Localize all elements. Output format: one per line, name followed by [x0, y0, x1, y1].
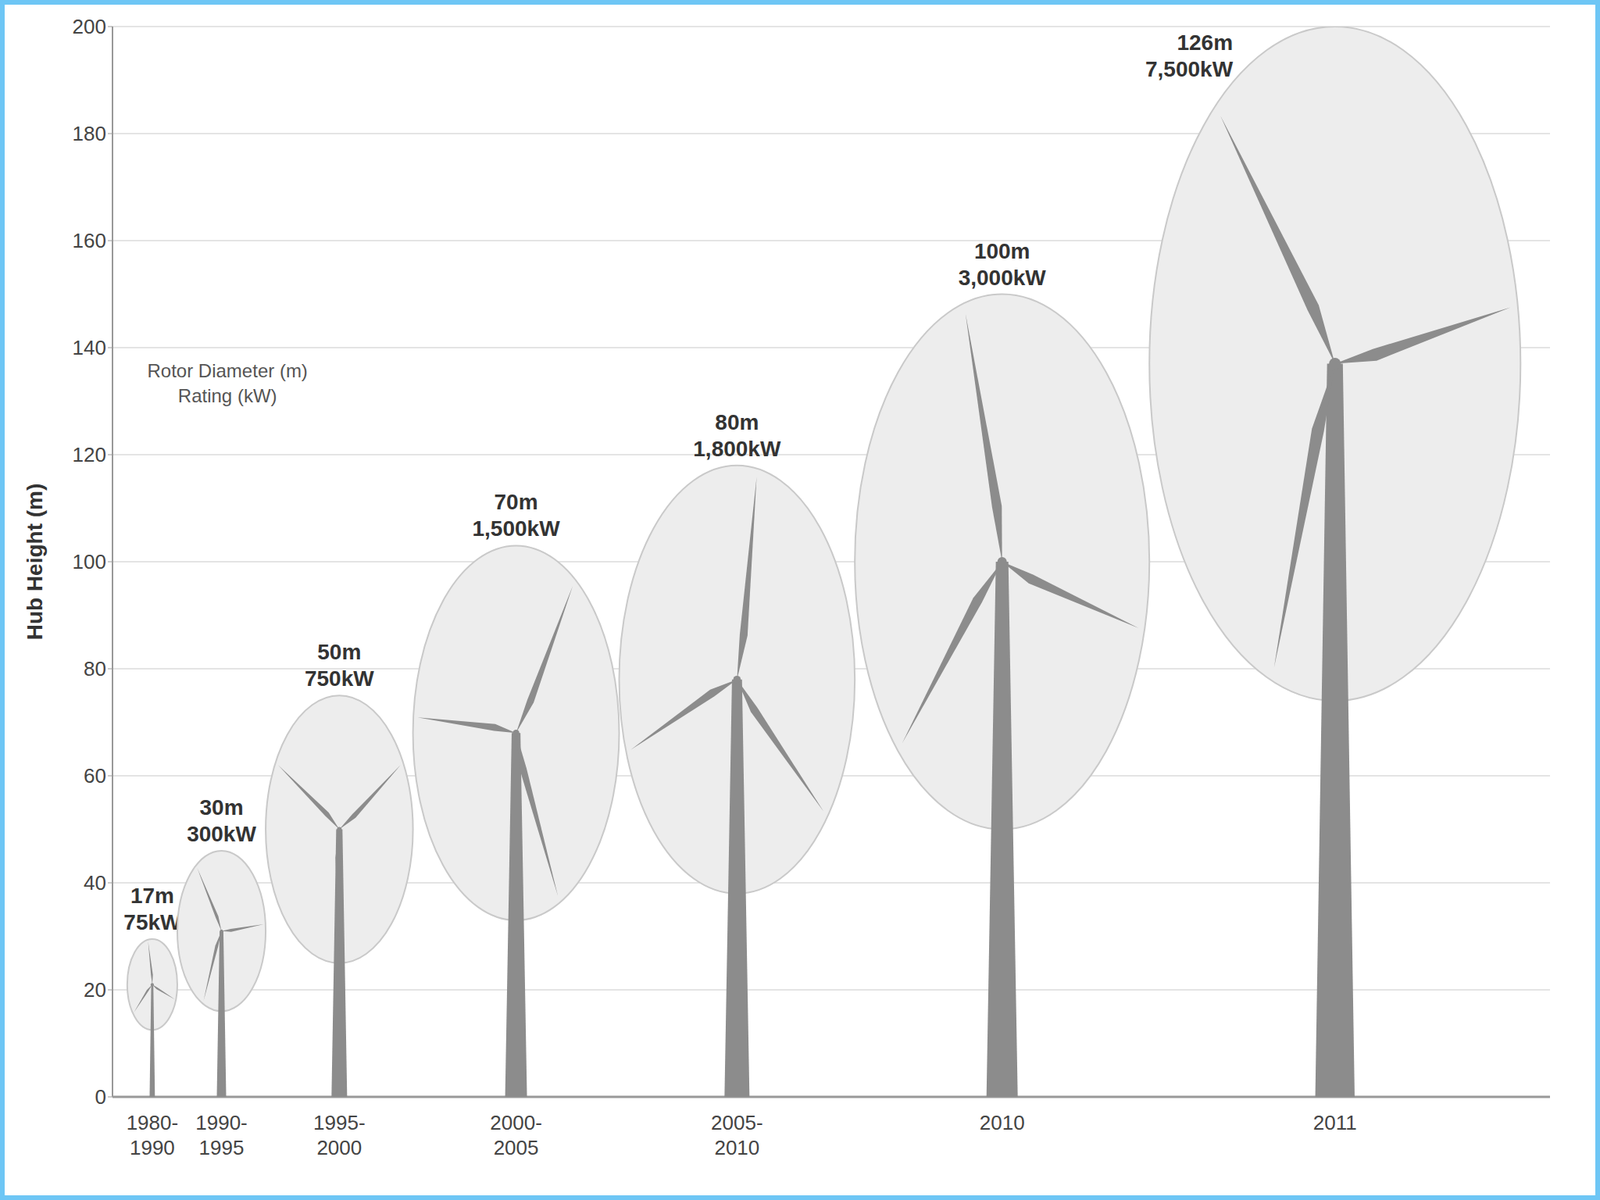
svg-text:40: 40 [83, 871, 107, 895]
svg-text:126m: 126m [1176, 30, 1233, 55]
svg-text:1995-2000: 1995-2000 [313, 1110, 366, 1160]
svg-text:17m: 17m [130, 883, 175, 908]
svg-text:1,500kW: 1,500kW [472, 516, 561, 541]
svg-text:7,500kW: 7,500kW [1145, 57, 1234, 82]
svg-text:1980-1990: 1980-1990 [126, 1110, 179, 1160]
svg-text:2005-2010: 2005-2010 [710, 1110, 764, 1160]
svg-text:100m: 100m [974, 239, 1031, 264]
html-text:Rotor Diameter (m): Rotor Diameter (m) [147, 359, 308, 382]
svg-text:750kW: 750kW [304, 666, 375, 691]
svg-text:75kW: 75kW [123, 910, 182, 935]
svg-text:120: 120 [72, 442, 107, 467]
svg-text:3,000kW: 3,000kW [958, 265, 1047, 290]
svg-text:80m: 80m [714, 410, 759, 435]
svg-text:2010: 2010 [979, 1110, 1025, 1135]
svg-text:100: 100 [72, 550, 107, 574]
svg-text:2011: 2011 [1313, 1110, 1358, 1135]
svg-text:80: 80 [83, 657, 107, 681]
svg-text:140: 140 [72, 335, 107, 360]
svg-text:1,800kW: 1,800kW [692, 436, 782, 461]
svg-text:50m: 50m [317, 639, 361, 665]
svg-text:0: 0 [95, 1085, 107, 1109]
svg-text:200: 200 [72, 14, 107, 39]
svg-text:180: 180 [72, 121, 107, 146]
svg-text:60: 60 [83, 764, 107, 788]
svg-text:Hub Height (m): Hub Height (m) [22, 483, 47, 641]
svg-text:1990-1995: 1990-1995 [195, 1110, 248, 1160]
svg-text:300kW: 300kW [186, 821, 257, 847]
svg-text:160: 160 [72, 228, 107, 253]
svg-text:30m: 30m [199, 795, 243, 820]
html-text:Rating (kW): Rating (kW) [177, 384, 277, 407]
svg-text:2000-2005: 2000-2005 [489, 1110, 543, 1160]
svg-text:20: 20 [83, 978, 107, 1002]
svg-text:70m: 70m [494, 489, 539, 515]
